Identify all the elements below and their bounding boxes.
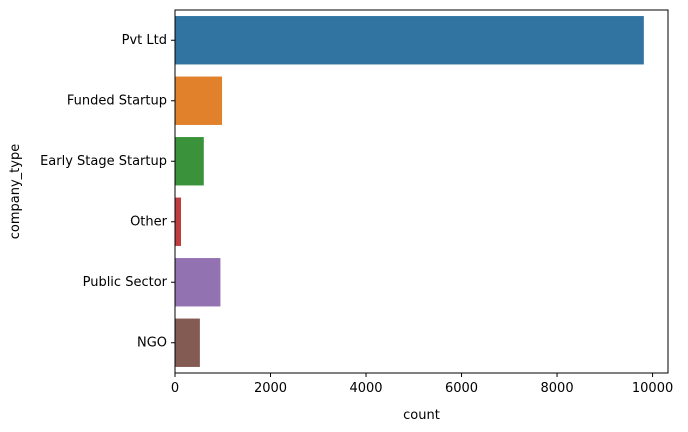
y-axis-ticks: Pvt Ltd Funded Startup Early Stage Startup…	[40, 33, 175, 350]
x-tick-label: 8000	[541, 381, 574, 396]
y-tick-label: Public Sector	[83, 275, 168, 290]
bar-other	[175, 197, 182, 246]
bar-ngo	[175, 318, 200, 367]
y-tick-label: Funded Startup	[67, 93, 167, 108]
bar-early-stage-startup	[175, 137, 204, 186]
bar-pvt-ltd	[175, 16, 644, 65]
x-tick-label: 4000	[349, 381, 382, 396]
y-tick-label: NGO	[137, 335, 167, 350]
y-axis-title: company_type	[8, 144, 23, 239]
x-tick-label: 10000	[632, 381, 673, 396]
x-axis-ticks: 0 2000 4000 6000 8000 10000	[171, 373, 673, 396]
x-tick-label: 2000	[254, 381, 287, 396]
bar-public-sector	[175, 258, 221, 307]
x-axis-title: count	[403, 408, 440, 423]
plot-frame	[174, 9, 669, 374]
x-tick-label: 6000	[445, 381, 478, 396]
bar-funded-startup	[175, 76, 223, 125]
y-tick-label: Pvt Ltd	[122, 33, 167, 48]
bars-group	[175, 16, 644, 367]
y-tick-label: Other	[130, 214, 168, 229]
y-tick-label: Early Stage Startup	[40, 154, 167, 169]
x-tick-label: 0	[171, 381, 179, 396]
